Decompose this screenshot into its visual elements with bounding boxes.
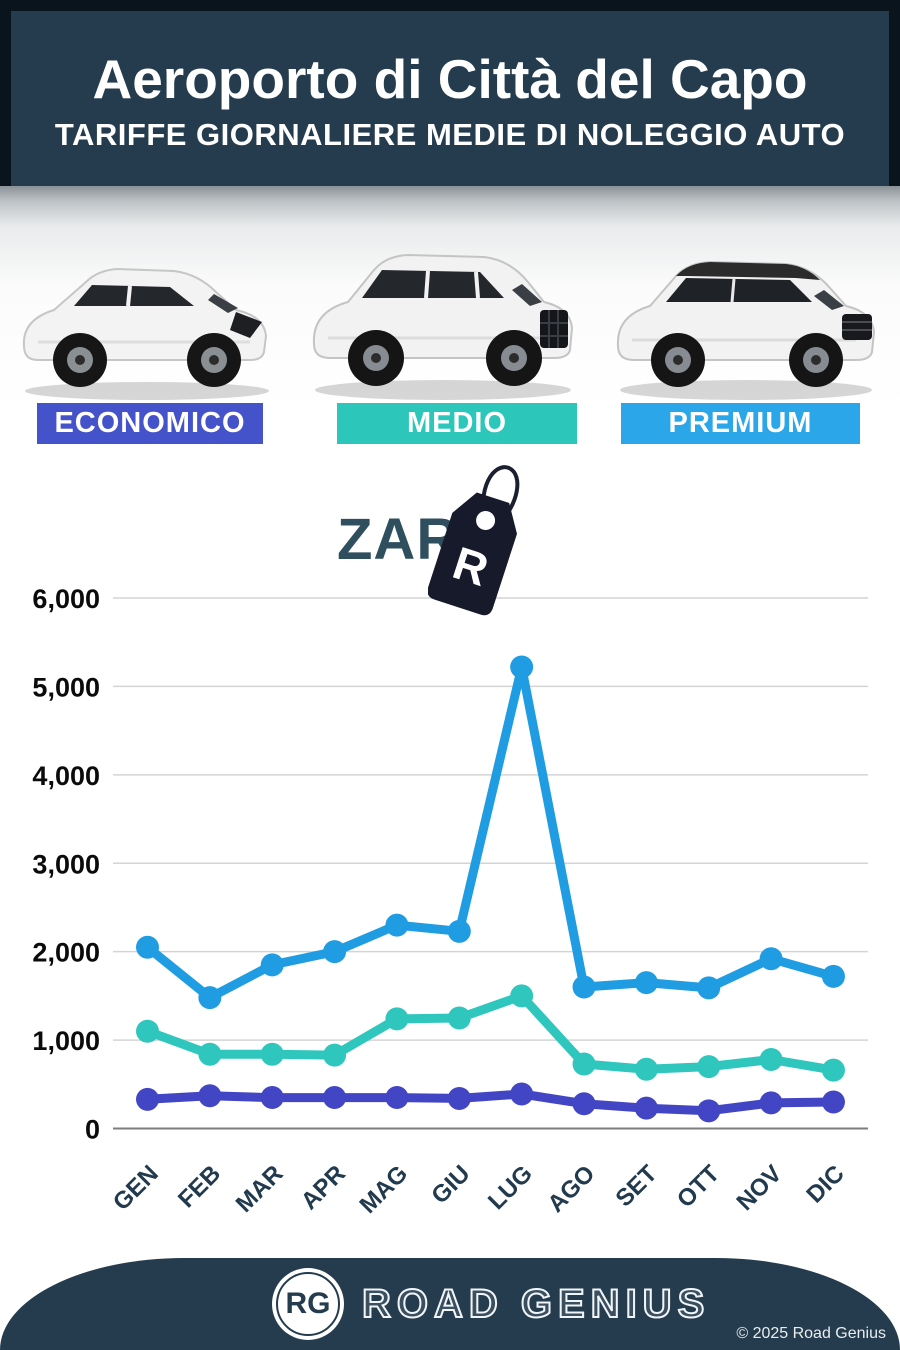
premium-category-label: PREMIUM	[621, 403, 860, 444]
y-axis-tick: 3,000	[32, 849, 100, 879]
x-axis-tick: AGO	[543, 1160, 601, 1218]
data-point-premium	[759, 947, 783, 971]
series-line-economico	[143, 1089, 838, 1116]
x-axis-tick: MAR	[231, 1160, 289, 1218]
data-point-premium	[260, 953, 284, 977]
y-axis-tick: 2,000	[32, 938, 100, 968]
data-point-medio	[260, 1042, 284, 1066]
x-axis-tick: SET	[611, 1160, 663, 1212]
series-line-premium	[143, 662, 838, 1003]
data-point-medio	[198, 1042, 222, 1066]
data-point-medio	[634, 1057, 658, 1081]
rental-rates-line-chart: 0 1,000 2,000 3,000 4,000 5,000 6,000 GEN FEB MAR…	[0, 560, 900, 1220]
series-line-medio	[143, 991, 838, 1075]
economy-car-image	[22, 267, 269, 400]
data-point-premium	[323, 940, 347, 964]
header: Aeroporto di Città del Capo TARIFFE GIOR…	[0, 0, 900, 186]
y-axis-tick: 6,000	[32, 584, 100, 614]
data-point-premium	[510, 655, 534, 679]
data-point-premium	[136, 935, 159, 959]
data-point-medio	[323, 1043, 347, 1067]
data-point-economico	[821, 1090, 845, 1114]
footer: RG ROAD GENIUS © 2025 Road Genius	[0, 1258, 900, 1350]
economy-category-label: ECONOMICO	[37, 403, 263, 444]
data-point-premium	[697, 976, 721, 1000]
x-axis-tick: GEN	[108, 1160, 164, 1216]
data-point-premium	[447, 919, 471, 943]
data-point-economico	[697, 1099, 721, 1123]
data-point-economico	[510, 1082, 534, 1106]
y-axis-tick: 5,000	[32, 672, 100, 702]
logo-ring	[276, 1272, 340, 1336]
data-point-economico	[447, 1086, 471, 1110]
y-axis-tick: 1,000	[32, 1026, 100, 1056]
data-point-medio	[136, 1019, 159, 1043]
page-title: Aeroporto di Città del Capo	[92, 47, 808, 110]
page-subtitle: TARIFFE GIORNALIERE MEDIE DI NOLEGGIO AU…	[54, 116, 846, 152]
y-axis-tick: 0	[85, 1115, 100, 1145]
cars-section	[0, 186, 900, 410]
data-point-economico	[260, 1086, 284, 1110]
data-point-economico	[634, 1096, 658, 1120]
data-point-medio	[759, 1048, 783, 1072]
premium-car-image	[616, 260, 876, 400]
x-axis-tick: MAG	[354, 1160, 413, 1219]
data-point-medio	[821, 1058, 845, 1082]
data-point-premium	[572, 975, 596, 999]
x-axis-tick: NOV	[731, 1160, 787, 1216]
data-point-medio	[510, 984, 534, 1008]
data-point-medio	[697, 1055, 721, 1079]
x-axis-tick: OTT	[672, 1160, 725, 1213]
data-point-economico	[759, 1091, 783, 1115]
x-axis-tick: LUG	[483, 1160, 538, 1215]
data-point-medio	[447, 1006, 471, 1030]
data-point-medio	[572, 1052, 596, 1076]
x-axis-tick: GIU	[426, 1160, 475, 1209]
price-tag-icon: R	[427, 465, 520, 616]
brand-name: ROAD GENIUS	[361, 1281, 711, 1327]
x-axis-tick: APR	[296, 1160, 351, 1215]
mid-size-category-label: MEDIO	[337, 403, 577, 444]
data-point-economico	[323, 1086, 347, 1110]
data-point-premium	[634, 971, 658, 995]
data-point-economico	[198, 1084, 222, 1108]
copyright-text: © 2025 Road Genius	[736, 1325, 886, 1342]
mid-size-car-image	[312, 253, 574, 400]
x-axis-tick: FEB	[173, 1160, 226, 1213]
data-point-medio	[385, 1007, 409, 1031]
data-point-economico	[385, 1086, 409, 1110]
data-point-premium	[821, 964, 845, 988]
data-point-premium	[198, 986, 222, 1010]
data-point-economico	[572, 1092, 596, 1116]
road-genius-logo-icon: RG	[272, 1268, 344, 1340]
y-axis-tick: 4,000	[32, 761, 100, 791]
data-point-premium	[385, 913, 409, 937]
x-axis-tick: DIC	[801, 1160, 849, 1208]
data-point-economico	[136, 1087, 159, 1111]
